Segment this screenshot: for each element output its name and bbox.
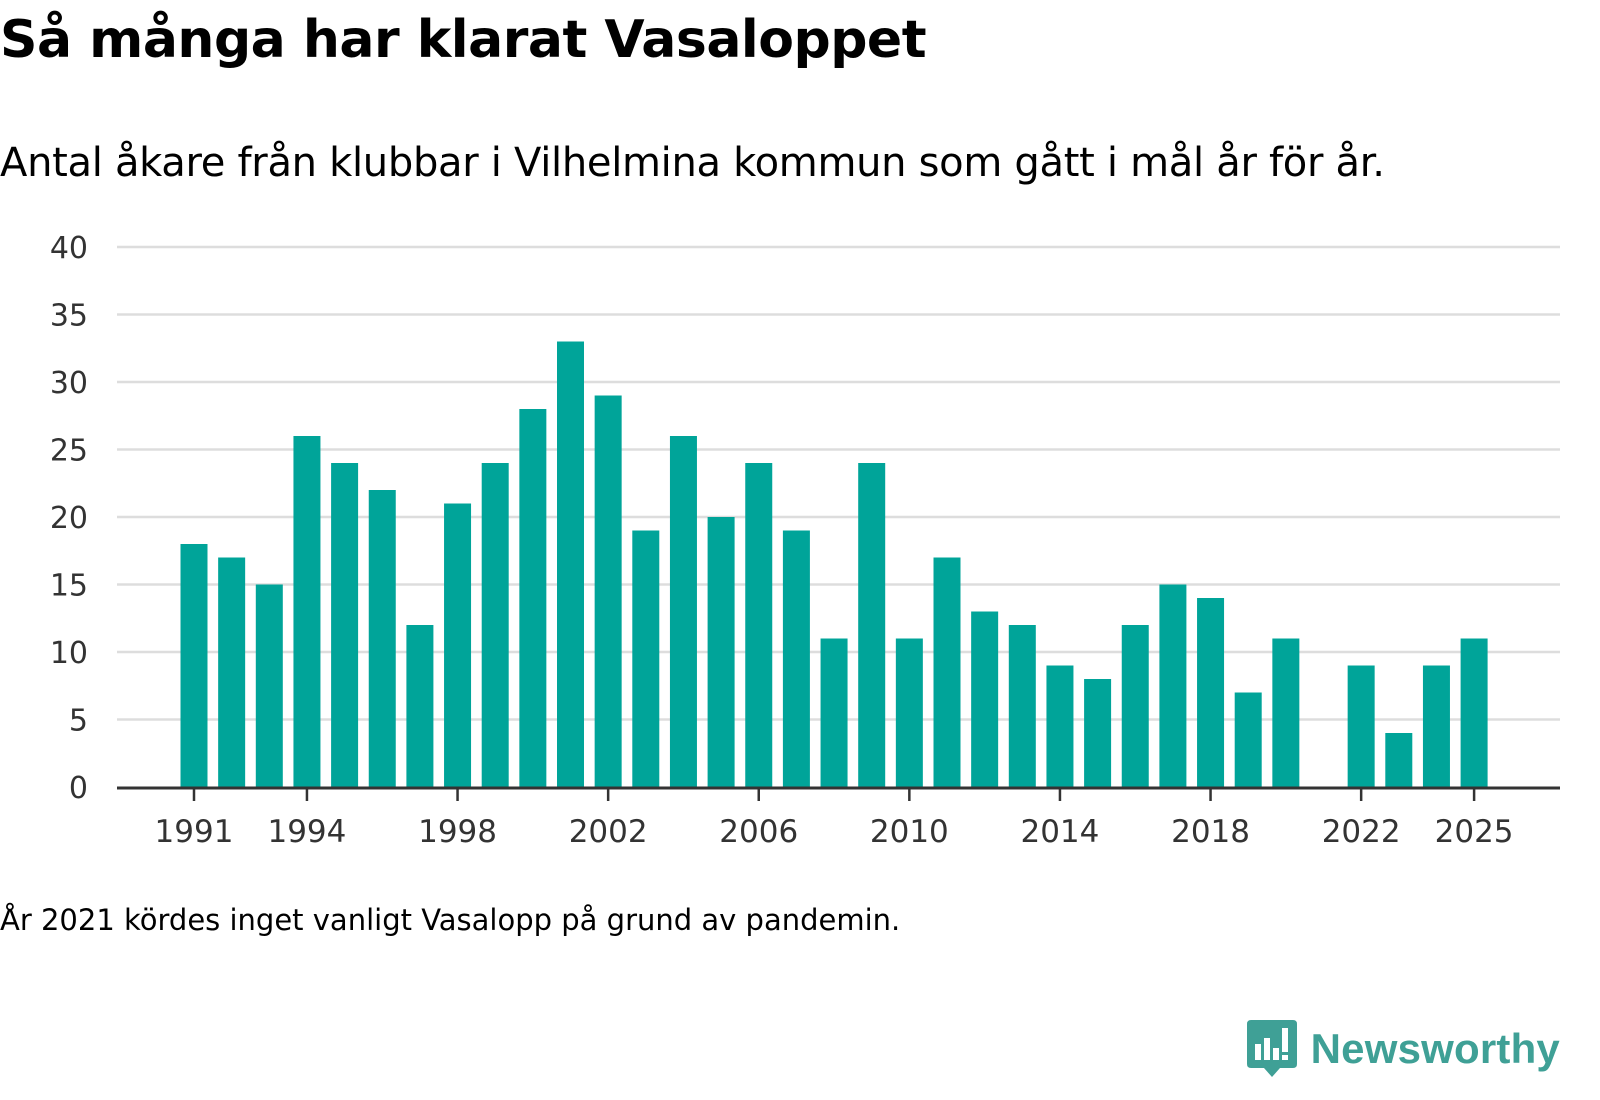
y-tick-label: 30 [50, 366, 88, 401]
chart-title: Så många har klarat Vasaloppet [0, 10, 927, 70]
bar-2022 [1347, 665, 1375, 787]
bar-2003 [632, 530, 660, 787]
bar-2024 [1422, 665, 1450, 787]
y-axis-ticks: 0 5 10 15 20 25 30 35 40 [50, 231, 88, 806]
bar-2020 [1272, 638, 1300, 787]
y-tick-label: 25 [50, 434, 88, 469]
bar-2004 [669, 436, 697, 787]
bar-2025 [1460, 638, 1488, 787]
brand-logo[interactable]: Newsworthy [1246, 1020, 1560, 1078]
newsworthy-logo-icon [1246, 1020, 1297, 1077]
bar-2005 [707, 517, 735, 787]
bar-1995 [331, 463, 359, 787]
bar-2009 [858, 463, 886, 787]
bar-1991 [180, 544, 208, 787]
x-tick-label: 2010 [870, 814, 949, 845]
bar-1998 [444, 503, 472, 787]
y-tick-label: 0 [69, 771, 88, 806]
bars [180, 341, 1488, 787]
x-tick-label: 1991 [155, 814, 234, 845]
bar-2013 [1008, 625, 1036, 787]
bar-2010 [895, 638, 923, 787]
x-tick-label: 1998 [418, 814, 497, 845]
bar-2012 [971, 611, 999, 787]
bar-2019 [1234, 692, 1262, 787]
bar-2007 [782, 530, 810, 787]
bar-2023 [1385, 733, 1413, 787]
bar-2008 [820, 638, 848, 787]
bar-2006 [745, 463, 773, 787]
bar-1997 [406, 625, 434, 787]
chart-subtitle: Antal åkare från klubbar i Vilhelmina ko… [0, 140, 1385, 186]
x-tick-label: 2022 [1322, 814, 1401, 845]
x-axis-ticks: 1991 1994 1998 2002 2006 2010 2014 2018 2022 2025 [155, 788, 1514, 845]
bar-1999 [481, 463, 509, 787]
footnote: År 2021 kördes inget vanligt Vasalopp på… [0, 903, 901, 937]
x-tick-label: 1994 [267, 814, 346, 845]
x-tick-label: 2025 [1435, 814, 1514, 845]
bar-2002 [594, 395, 622, 787]
x-tick-label: 2006 [719, 814, 798, 845]
bar-1993 [255, 584, 283, 787]
y-tick-label: 15 [50, 569, 88, 604]
bar-1996 [368, 490, 396, 787]
y-tick-label: 5 [69, 704, 88, 739]
bar-2011 [933, 557, 961, 787]
y-tick-label: 20 [50, 501, 88, 536]
brand-name: Newsworthy [1310, 1025, 1560, 1072]
bar-2016 [1121, 625, 1149, 787]
x-tick-label: 2014 [1020, 814, 1099, 845]
y-tick-label: 40 [50, 231, 88, 266]
bar-2001 [557, 341, 584, 787]
y-tick-label: 10 [50, 636, 88, 671]
bar-2018 [1197, 598, 1225, 787]
bar-2014 [1046, 665, 1074, 787]
bar-1994 [293, 436, 321, 787]
bar-1992 [218, 557, 246, 787]
bar-2015 [1084, 679, 1112, 787]
bar-2017 [1159, 584, 1187, 787]
x-tick-label: 2018 [1171, 814, 1250, 845]
y-tick-label: 35 [50, 299, 88, 334]
x-tick-label: 2002 [569, 814, 648, 845]
bar-2000 [519, 409, 547, 787]
